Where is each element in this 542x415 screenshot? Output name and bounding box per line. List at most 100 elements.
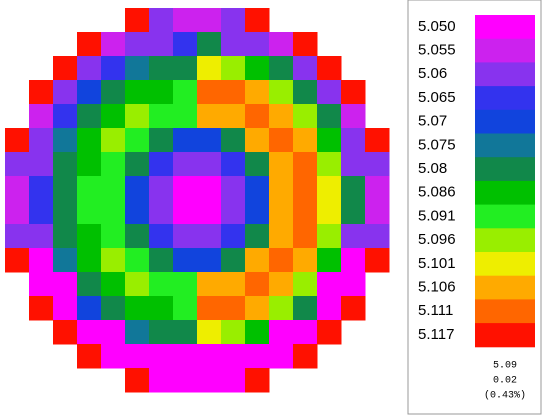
cell xyxy=(317,152,342,177)
cell xyxy=(245,320,270,345)
cell xyxy=(125,80,150,105)
cell xyxy=(29,224,54,249)
cell xyxy=(29,80,54,105)
stat-mean: 5.09 xyxy=(493,361,517,372)
colorbar-label: 5.055 xyxy=(418,42,456,59)
cell xyxy=(53,152,78,177)
cell xyxy=(293,248,318,273)
cell xyxy=(101,176,126,201)
cell xyxy=(173,224,198,249)
cell xyxy=(77,248,102,273)
cell xyxy=(269,176,294,201)
cell xyxy=(149,200,174,225)
cell xyxy=(53,248,78,273)
cell xyxy=(53,128,78,153)
colorbar-swatch xyxy=(475,323,535,348)
cell xyxy=(341,152,366,177)
cell xyxy=(77,224,102,249)
colorbar-swatch xyxy=(475,275,535,300)
cell xyxy=(29,200,54,225)
cell xyxy=(149,296,174,321)
cell xyxy=(341,296,366,321)
cell xyxy=(341,200,366,225)
cell xyxy=(365,248,390,273)
cell xyxy=(317,176,342,201)
cell xyxy=(221,56,246,81)
cell xyxy=(317,56,342,81)
cell xyxy=(317,80,342,105)
cell xyxy=(173,296,198,321)
colorbar-label: 5.101 xyxy=(418,255,456,272)
cell xyxy=(293,224,318,249)
cell xyxy=(101,128,126,153)
cell xyxy=(245,56,270,81)
cell xyxy=(365,224,390,249)
cell xyxy=(245,368,270,393)
cell xyxy=(317,224,342,249)
cell xyxy=(125,104,150,129)
colorbar-swatch xyxy=(475,62,535,87)
cell xyxy=(269,320,294,345)
cell xyxy=(293,32,318,57)
cell xyxy=(125,32,150,57)
cell xyxy=(149,56,174,81)
cell xyxy=(173,8,198,33)
cell xyxy=(29,296,54,321)
cell xyxy=(293,320,318,345)
cell xyxy=(269,200,294,225)
cell xyxy=(173,32,198,57)
cell xyxy=(221,32,246,57)
cell xyxy=(173,368,198,393)
colorbar: 5.050 5.055 5.06 5.065 5.07 5.075 5.08 5.086 5.0… xyxy=(418,15,535,348)
cell xyxy=(245,8,270,33)
cell xyxy=(77,176,102,201)
cell xyxy=(293,56,318,81)
cell xyxy=(149,104,174,129)
cell xyxy=(173,344,198,369)
cell xyxy=(365,176,390,201)
cell xyxy=(125,272,150,297)
cell xyxy=(77,152,102,177)
cell xyxy=(245,272,270,297)
cell xyxy=(269,272,294,297)
cell xyxy=(149,248,174,273)
cell xyxy=(173,104,198,129)
cell xyxy=(293,344,318,369)
cell xyxy=(197,128,222,153)
cell xyxy=(125,320,150,345)
cell xyxy=(221,80,246,105)
cell xyxy=(197,32,222,57)
cell xyxy=(125,56,150,81)
cell xyxy=(365,200,390,225)
cell xyxy=(101,152,126,177)
cell xyxy=(245,128,270,153)
cell xyxy=(173,80,198,105)
cell xyxy=(317,128,342,153)
cell xyxy=(269,104,294,129)
cell xyxy=(101,272,126,297)
cell xyxy=(173,248,198,273)
cell xyxy=(125,8,150,33)
cell xyxy=(5,152,30,177)
cell xyxy=(293,200,318,225)
cell xyxy=(29,272,54,297)
cell xyxy=(149,80,174,105)
cell xyxy=(317,200,342,225)
cell xyxy=(125,224,150,249)
cell xyxy=(125,368,150,393)
cell xyxy=(245,296,270,321)
cell xyxy=(293,104,318,129)
cell xyxy=(221,248,246,273)
colorbar-swatch xyxy=(475,299,535,324)
cell xyxy=(149,128,174,153)
colorbar-swatch xyxy=(475,109,535,134)
cell xyxy=(197,296,222,321)
cell xyxy=(125,248,150,273)
cell xyxy=(101,224,126,249)
cell xyxy=(197,8,222,33)
cell xyxy=(149,224,174,249)
colorbar-swatch xyxy=(475,38,535,63)
cell xyxy=(77,32,102,57)
